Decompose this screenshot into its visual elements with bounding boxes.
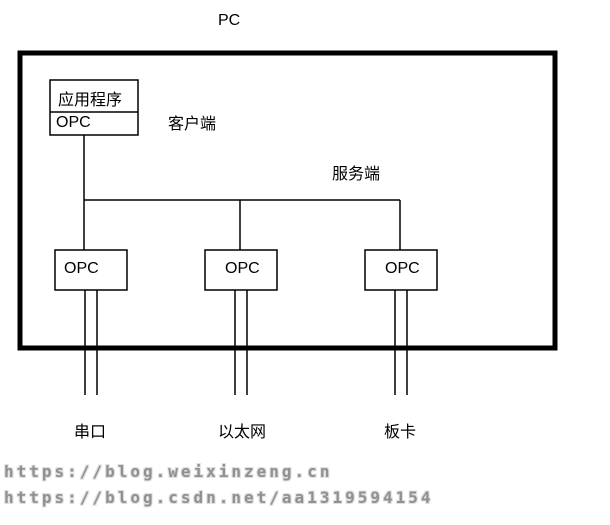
watermark-1: https://blog.weixinzeng.cn — [4, 462, 332, 481]
diagram-svg — [0, 0, 610, 430]
client-label: 客户端 — [168, 110, 216, 134]
out-label-3: 板卡 — [384, 418, 416, 442]
opc-label-1: OPC — [64, 260, 99, 278]
watermark-2: https://blog.csdn.net/aa1319594154 — [4, 488, 434, 507]
opc-label-2: OPC — [225, 260, 260, 278]
opc-label-3: OPC — [385, 260, 420, 278]
server-label: 服务端 — [332, 160, 380, 184]
app-label: 应用程序 — [58, 86, 122, 110]
out-label-1: 串口 — [74, 418, 106, 442]
app-sub-label: OPC — [56, 114, 91, 132]
out-label-2: 以太网 — [218, 418, 266, 442]
